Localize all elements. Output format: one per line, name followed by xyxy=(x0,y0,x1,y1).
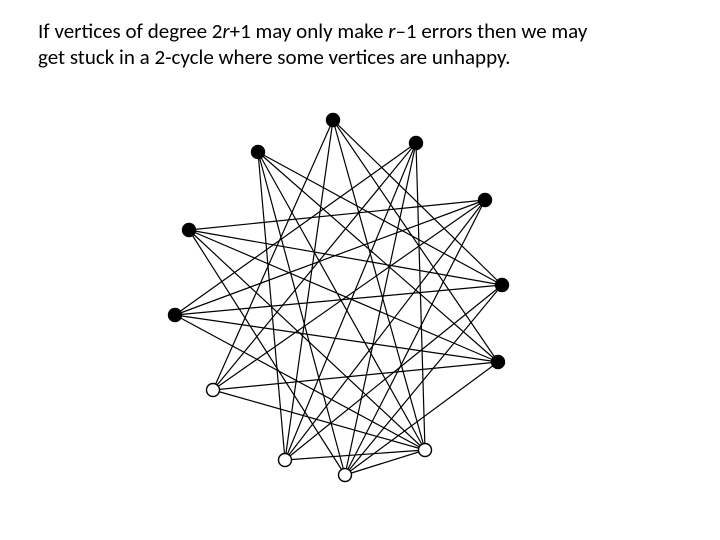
caption-line2: get stuck in a 2-cycle where some vertic… xyxy=(38,44,510,70)
graph-edge xyxy=(333,120,498,362)
caption-part: +1 may only make xyxy=(230,18,389,44)
graph-node-filled xyxy=(410,137,423,150)
graph-edge xyxy=(258,152,498,362)
graph-node-open xyxy=(419,444,432,457)
network-graph xyxy=(0,90,720,540)
graph-edge xyxy=(285,450,425,460)
graph-edge xyxy=(258,152,285,460)
graph-node-filled xyxy=(479,194,492,207)
graph-edge xyxy=(345,450,425,475)
graph-edge xyxy=(345,143,416,475)
graph-edge xyxy=(285,200,485,460)
graph-edge xyxy=(189,230,345,475)
caption-text: If vertices of degree 2r+1 may only make… xyxy=(38,18,682,71)
graph-node-filled xyxy=(252,146,265,159)
caption-part: If vertices of degree 2 xyxy=(38,18,222,44)
graph-edge xyxy=(189,230,498,362)
graph-node-filled xyxy=(327,114,340,127)
caption-part: –1 errors then we may xyxy=(395,18,587,44)
caption-var-r1: r xyxy=(222,18,229,44)
graph-edge xyxy=(345,362,498,475)
graph-edge xyxy=(175,200,485,315)
graph-edge xyxy=(175,315,498,362)
graph-node-filled xyxy=(169,309,182,322)
graph-edge xyxy=(175,285,502,315)
graph-node-filled xyxy=(496,279,509,292)
graph-edge xyxy=(258,152,345,475)
graph-node-filled xyxy=(183,224,196,237)
graph-edge xyxy=(213,200,485,390)
graph-node-open xyxy=(339,469,352,482)
graph-node-open xyxy=(279,454,292,467)
graph-node-open xyxy=(207,384,220,397)
graph-node-filled xyxy=(492,356,505,369)
graph-container xyxy=(0,90,720,540)
